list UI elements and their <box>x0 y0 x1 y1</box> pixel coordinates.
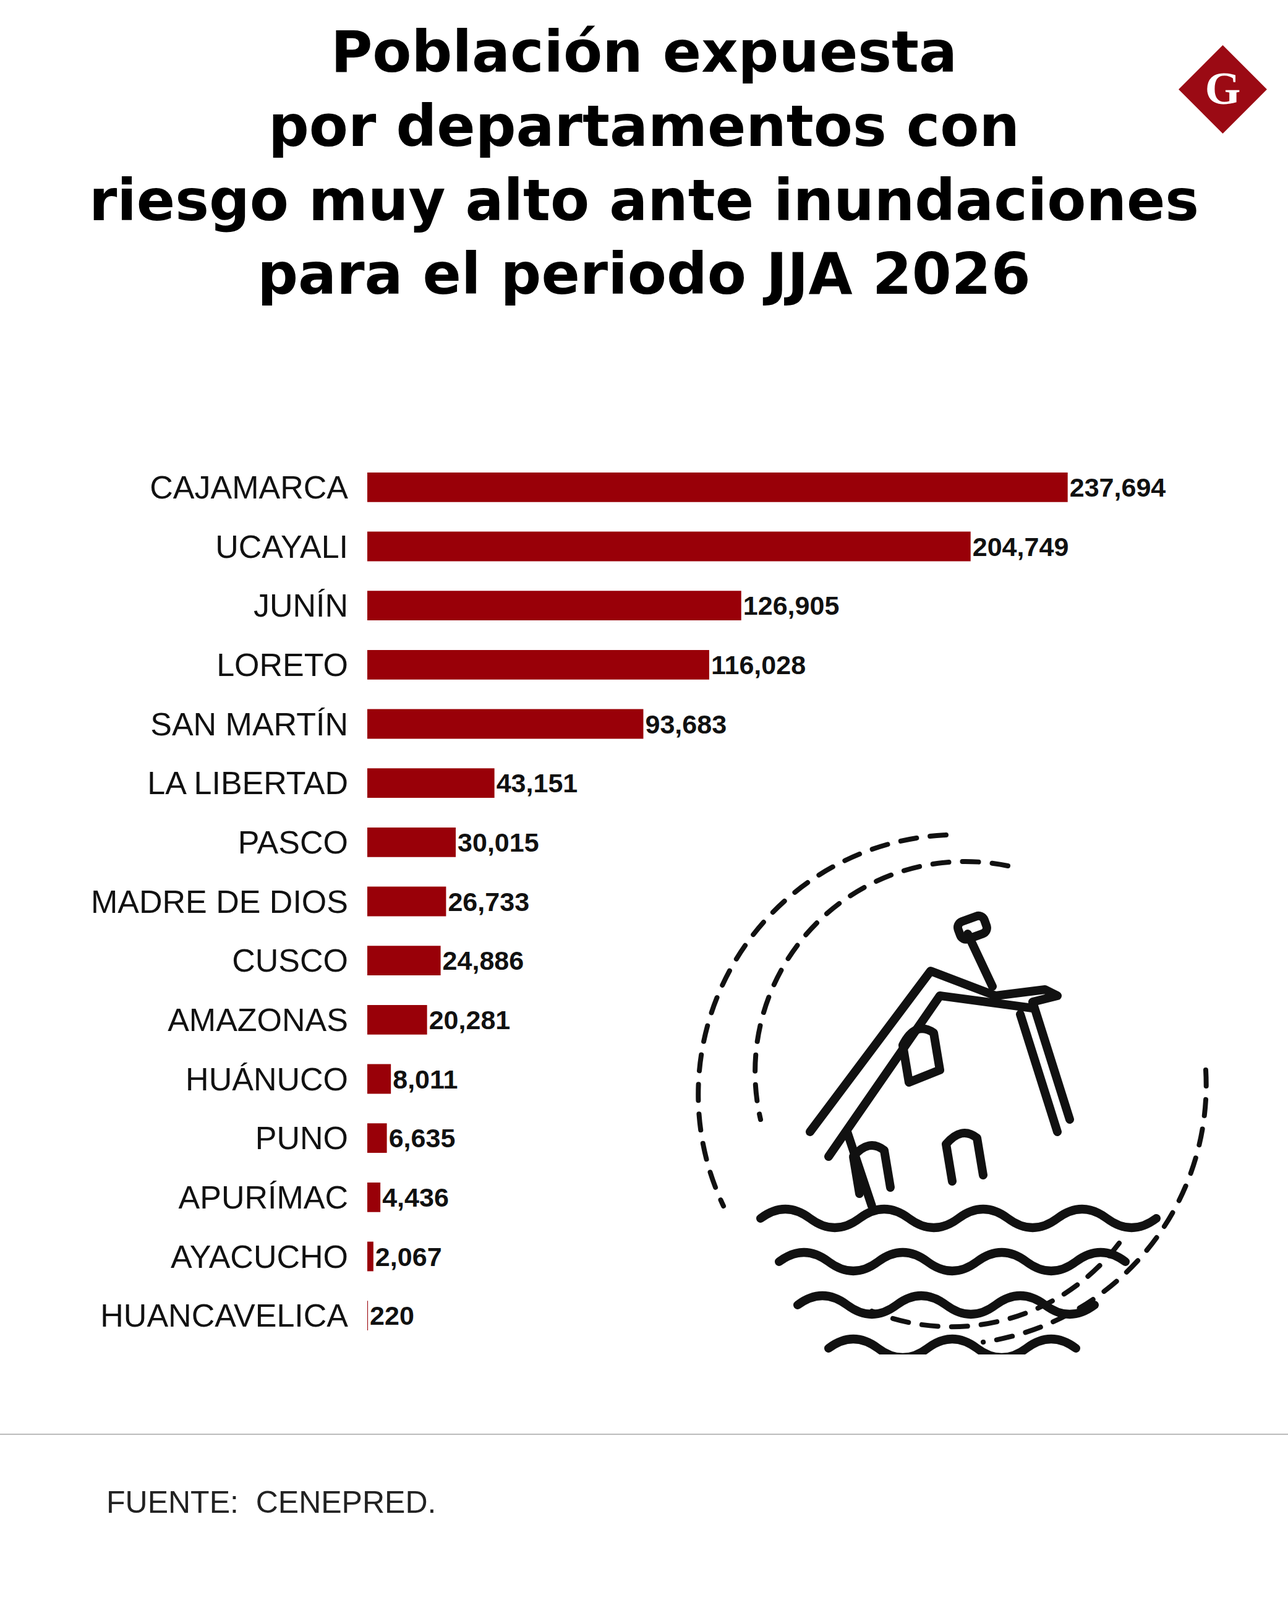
svg-text:26,733: 26,733 <box>447 886 530 917</box>
svg-text:93,683: 93,683 <box>644 709 727 739</box>
svg-text:MADRE DE DIOS: MADRE DE DIOS <box>90 883 349 920</box>
svg-text:SAN MARTÍN: SAN MARTÍN <box>150 706 349 743</box>
svg-text:PASCO: PASCO <box>238 824 349 861</box>
svg-text:UCAYALI: UCAYALI <box>215 528 349 565</box>
svg-text:G: G <box>1205 63 1242 114</box>
svg-text:30,015: 30,015 <box>457 827 540 858</box>
svg-text:24,886: 24,886 <box>442 945 525 976</box>
svg-text:20,281: 20,281 <box>429 1004 511 1035</box>
html-text:FUENTE: CENEPRED.: FUENTE: CENEPRED. <box>106 1484 437 1520</box>
svg-text:8,011: 8,011 <box>392 1064 458 1094</box>
svg-text:LA LIBERTAD: LA LIBERTAD <box>147 764 349 801</box>
svg-text:AYACUCHO: AYACUCHO <box>170 1238 349 1275</box>
svg-text:2,067: 2,067 <box>375 1241 443 1272</box>
svg-text:JUNÍN: JUNÍN <box>253 587 349 624</box>
svg-text:APURÍMAC: APURÍMAC <box>178 1179 349 1216</box>
svg-text:Población expuestapor departam: Población expuestapor departamentos conr… <box>89 19 1199 308</box>
svg-text:AMAZONAS: AMAZONAS <box>167 1001 349 1038</box>
svg-text:CAJAMARCA: CAJAMARCA <box>149 469 349 506</box>
svg-text:LORETO: LORETO <box>216 646 349 683</box>
svg-text:PUNO: PUNO <box>255 1119 349 1156</box>
svg-text:43,151: 43,151 <box>496 767 579 798</box>
svg-text:HUÁNUCO: HUÁNUCO <box>185 1061 349 1097</box>
svg-text:237,694: 237,694 <box>1069 472 1167 503</box>
svg-text:HUANCAVELICA: HUANCAVELICA <box>100 1297 349 1334</box>
svg-text:4,436: 4,436 <box>382 1182 449 1212</box>
svg-text:CUSCO: CUSCO <box>231 942 349 979</box>
svg-text:116,028: 116,028 <box>711 649 806 680</box>
svg-text:220: 220 <box>369 1300 415 1331</box>
svg-text:126,905: 126,905 <box>743 590 840 621</box>
svg-text:6,635: 6,635 <box>388 1122 456 1153</box>
svg-text:204,749: 204,749 <box>972 531 1070 562</box>
